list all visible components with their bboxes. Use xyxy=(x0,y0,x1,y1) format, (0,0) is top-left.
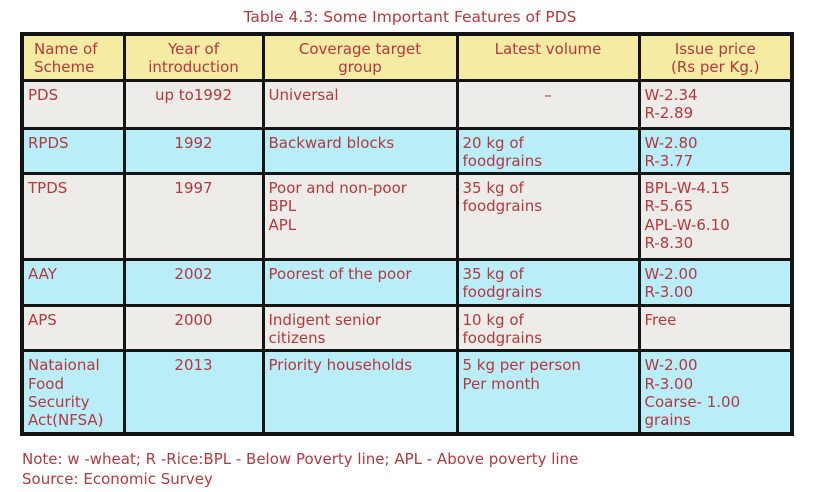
cell-price: W-2.34 R-2.89 xyxy=(637,78,794,130)
cell-coverage: Backward blocks xyxy=(261,126,459,176)
cell-scheme: PDS xyxy=(20,78,126,130)
cell-coverage: Poorest of the poor xyxy=(261,258,459,307)
cell-year: 1997 xyxy=(122,172,265,262)
cell-price: W-2.00 R-3.00 xyxy=(637,258,794,307)
cell-year: up to1992 xyxy=(122,78,265,130)
cell-price: BPL-W-4.15 R-5.65 APL-W-6.10 R-8.30 xyxy=(637,172,794,262)
table-title: Table 4.3: Some Important Features of PD… xyxy=(243,8,577,26)
cell-year: 2000 xyxy=(122,303,265,353)
footnote: Note: w -wheat; R -Rice:BPL - Below Pove… xyxy=(22,449,579,468)
column-header-volume: Latest volume xyxy=(455,32,641,82)
cell-volume: 20 kg of foodgrains xyxy=(455,126,641,176)
column-header-scheme: Name of Scheme xyxy=(20,32,126,82)
pds-features-table: Name of Scheme Year of introduction Cove… xyxy=(20,32,794,436)
cell-scheme: Nataional Food Security Act(NFSA) xyxy=(20,349,126,436)
column-header-year: Year of introduction xyxy=(122,32,265,82)
table-row-nfsa: Nataional Food Security Act(NFSA) 2013 P… xyxy=(20,349,794,436)
table-row-aay: AAY 2002 Poorest of the poor 35 kg of fo… xyxy=(20,258,794,307)
cell-volume: 5 kg per person Per month xyxy=(455,349,641,436)
cell-scheme: RPDS xyxy=(20,126,126,176)
cell-year: 2013 xyxy=(122,349,265,436)
cell-scheme: TPDS xyxy=(20,172,126,262)
cell-coverage: Universal xyxy=(261,78,459,130)
cell-volume: – xyxy=(455,78,641,130)
column-header-price: Issue price (Rs per Kg.) xyxy=(637,32,794,82)
cell-coverage: Poor and non-poor BPL APL xyxy=(261,172,459,262)
source-line: Source: Economic Survey xyxy=(22,469,213,488)
cell-year: 2002 xyxy=(122,258,265,307)
cell-volume: 35 kg of foodgrains xyxy=(455,172,641,262)
table-row-pds: PDS up to1992 Universal – W-2.34 R-2.89 xyxy=(20,78,794,130)
cell-volume: 35 kg of foodgrains xyxy=(455,258,641,307)
column-header-coverage: Coverage target group xyxy=(261,32,459,82)
table-row-tpds: TPDS 1997 Poor and non-poor BPL APL 35 k… xyxy=(20,172,794,262)
table-row-aps: APS 2000 Indigent senior citizens 10 kg … xyxy=(20,303,794,353)
cell-coverage: Indigent senior citizens xyxy=(261,303,459,353)
cell-scheme: APS xyxy=(20,303,126,353)
cell-scheme: AAY xyxy=(20,258,126,307)
cell-year: 1992 xyxy=(122,126,265,176)
cell-volume: 10 kg of foodgrains xyxy=(455,303,641,353)
cell-price: W-2.80 R-3.77 xyxy=(637,126,794,176)
cell-price: W-2.00 R-3.00 Coarse- 1.00 grains xyxy=(637,349,794,436)
cell-coverage: Priority households xyxy=(261,349,459,436)
header-row: Name of Scheme Year of introduction Cove… xyxy=(20,32,794,82)
cell-price: Free xyxy=(637,303,794,353)
table-row-rpds: RPDS 1992 Backward blocks 20 kg of foodg… xyxy=(20,126,794,176)
